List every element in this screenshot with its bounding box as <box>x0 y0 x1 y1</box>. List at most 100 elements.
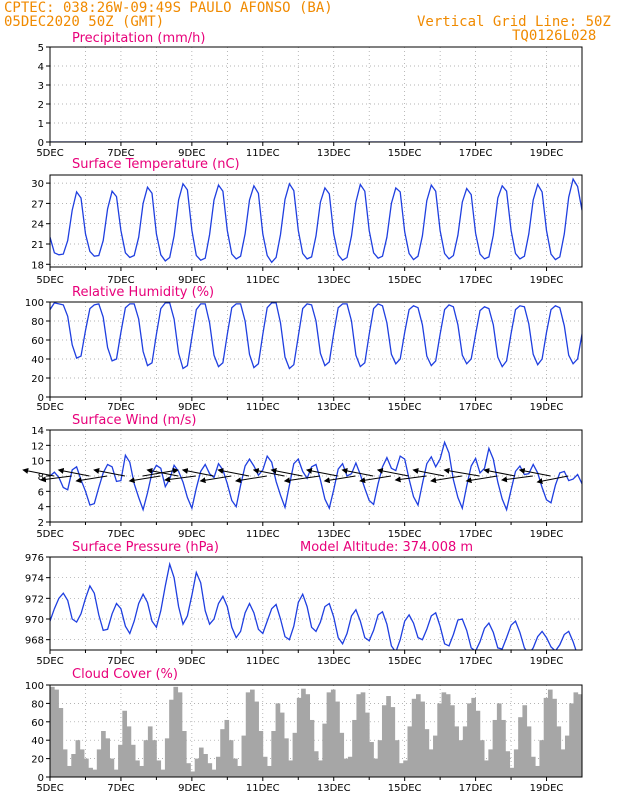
wind-vector <box>465 475 498 484</box>
y-tick-label: 24 <box>31 220 44 231</box>
y-tick-label: 3 <box>38 81 44 92</box>
x-tick-label: 7DEC <box>107 402 134 413</box>
cloud-bar <box>352 719 357 777</box>
header-line1: CPTEC: 038:26W-09:49S PAULO AFONSO (BA) <box>4 0 333 16</box>
cloud-bar <box>101 731 106 777</box>
x-tick-label: 9DEC <box>178 275 205 286</box>
x-tick-label: 19DEC <box>530 402 564 413</box>
cloud-bar <box>335 701 340 777</box>
cloud-bar <box>522 705 528 777</box>
cloud-bar <box>279 712 285 777</box>
cloud-bar <box>50 686 55 777</box>
cloud-bar <box>569 703 574 777</box>
cloud-bar <box>105 738 110 777</box>
cloud-bar <box>488 749 494 777</box>
cloud-bar <box>224 719 230 777</box>
cloud-bar <box>75 740 81 777</box>
cloud-bar <box>467 703 472 777</box>
cloud-bar <box>450 705 455 777</box>
x-tick-label: 9DEC <box>178 529 205 540</box>
cloud-bar <box>547 689 553 777</box>
x-tick-label: 5DEC <box>36 275 63 286</box>
panel-frame <box>49 46 583 143</box>
y-tick-label: 40 <box>31 355 44 366</box>
y-tick-label: 4 <box>38 503 44 514</box>
header-run-date: 05DEC2020 50Z (GMT) <box>4 14 165 30</box>
cloud-bar <box>130 744 136 777</box>
series-line-pres <box>50 561 577 650</box>
cloud-bar <box>220 729 225 777</box>
cloud-bar <box>462 726 468 777</box>
cloud-bar <box>62 749 68 777</box>
x-tick-label: 13DEC <box>317 529 351 540</box>
cloud-bar <box>292 732 298 777</box>
y-tick-label: 21 <box>31 240 44 251</box>
y-tick-label: 0 <box>38 138 44 149</box>
y-tick-label: 4 <box>38 62 44 73</box>
y-tick-label: 970 <box>25 615 44 626</box>
header-model-id: TQ0126L028 <box>512 28 597 44</box>
x-tick-label: 15DEC <box>388 402 422 413</box>
cloud-bar <box>262 756 268 777</box>
panel-title: Cloud Cover (%) <box>72 667 178 682</box>
wind-vector <box>235 475 267 484</box>
x-tick-label: 11DEC <box>246 148 280 159</box>
wind-vector <box>181 468 214 477</box>
cloud-bar <box>203 754 208 777</box>
wind-vector <box>270 468 303 477</box>
cloud-bar <box>509 767 515 777</box>
cloud-bar <box>109 758 115 777</box>
series-line-rh <box>50 302 582 370</box>
wind-vector <box>518 468 551 477</box>
x-tick-label: 5DEC <box>36 783 63 794</box>
cloud-bar <box>347 756 353 777</box>
x-tick-label: 7DEC <box>107 783 134 794</box>
cloud-bar <box>254 701 259 777</box>
x-tick-label: 17DEC <box>459 148 493 159</box>
cloud-bar <box>445 694 451 777</box>
cloud-bar <box>267 765 272 777</box>
cloud-bar <box>160 769 166 777</box>
wind-vector <box>483 468 516 477</box>
panel-frame <box>49 429 583 523</box>
cloud-bar <box>360 692 366 777</box>
x-tick-label: 13DEC <box>317 275 351 286</box>
wind-vector <box>536 475 569 484</box>
panel-frame <box>49 684 583 778</box>
x-tick-label: 11DEC <box>246 783 280 794</box>
cloud-bar <box>186 763 191 777</box>
cloud-bar <box>122 710 128 777</box>
wind-vector <box>93 468 126 477</box>
cloud-bar <box>564 735 570 777</box>
cloud-bar <box>364 712 370 777</box>
cloud-bar <box>96 749 102 777</box>
panel-title: Relative Humidity (%) <box>72 285 214 300</box>
cloud-bar <box>513 749 519 777</box>
cloud-bar <box>198 747 204 777</box>
x-tick-label: 5DEC <box>36 529 63 540</box>
cloud-bar <box>458 740 464 777</box>
panel-precip: 0 1 2 3 4 5 5DEC 7DEC 9DEC 11DEC 13DEC 15DEC 17DEC 19… <box>36 31 583 159</box>
cloud-bar <box>84 758 89 777</box>
cloud-bar <box>118 744 123 777</box>
cloud-bar <box>560 749 566 777</box>
wind-vector <box>341 468 374 477</box>
x-tick-label: 7DEC <box>107 275 134 286</box>
cloud-bar <box>190 771 196 777</box>
wind-vector <box>39 475 72 483</box>
y-tick-label: 60 <box>31 718 44 729</box>
cloud-bar <box>313 751 319 777</box>
cloud-bar <box>424 729 430 777</box>
x-tick-label: 11DEC <box>246 402 280 413</box>
panel-rh: 0 20 40 60 80 100 5DEC 7DEC 9DEC 11DEC 13DEC 15DEC 1… <box>25 285 583 413</box>
header-grid-line: Vertical Grid Line: 50Z <box>417 14 611 30</box>
cloud-bar <box>505 751 511 777</box>
series-line-temp <box>50 177 582 264</box>
wind-vector <box>394 475 427 483</box>
cloud-bar <box>539 740 545 777</box>
x-tick-label: 5DEC <box>36 656 63 667</box>
x-tick-label: 11DEC <box>246 656 280 667</box>
x-tick-label: 17DEC <box>459 275 493 286</box>
x-tick-label: 15DEC <box>388 275 422 286</box>
